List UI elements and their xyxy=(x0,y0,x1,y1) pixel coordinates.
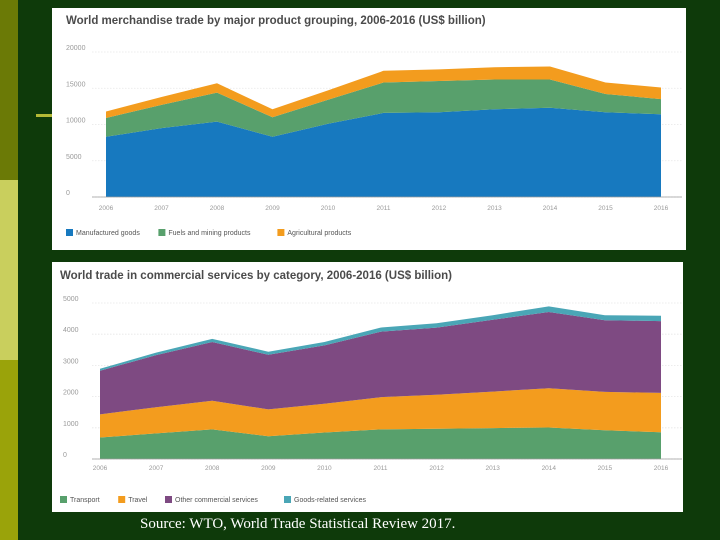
series-area-travel xyxy=(100,388,661,438)
y-tick-label: 15000 xyxy=(66,81,86,88)
legend-swatch-transport xyxy=(60,496,67,503)
legend-swatch-other-commercial-services xyxy=(165,496,172,503)
services-chart-panel: World trade in commercial services by ca… xyxy=(52,262,683,512)
series-area-transport xyxy=(100,427,661,459)
legend-swatch-goods-related-services xyxy=(284,496,291,503)
legend-label-travel: Travel xyxy=(128,497,148,504)
legend-swatch-fuels-and-mining-products xyxy=(158,229,166,236)
legend-swatch-manufactured-goods xyxy=(66,229,73,236)
x-tick-label: 2010 xyxy=(321,205,336,212)
series-area-manufactured-goods xyxy=(106,107,661,197)
x-tick-label: 2013 xyxy=(485,465,500,472)
x-tick-label: 2015 xyxy=(598,205,613,212)
y-tick-label: 4000 xyxy=(63,327,79,334)
x-tick-label: 2011 xyxy=(377,205,391,212)
decor-stripe-bottom xyxy=(0,360,18,540)
x-tick-label: 2016 xyxy=(654,205,669,212)
x-tick-label: 2007 xyxy=(154,205,169,212)
y-tick-label: 20000 xyxy=(66,45,86,52)
y-tick-label: 0 xyxy=(63,452,67,459)
x-tick-label: 2006 xyxy=(99,205,114,212)
legend-label-other-commercial-services: Other commercial services xyxy=(175,497,258,504)
y-tick-label: 1000 xyxy=(63,421,79,428)
y-tick-label: 0 xyxy=(66,190,70,197)
x-tick-label: 2009 xyxy=(265,205,280,212)
chart-title: World merchandise trade by major product… xyxy=(66,15,486,27)
decor-stripe-middle xyxy=(0,180,18,360)
x-tick-label: 2009 xyxy=(261,465,276,472)
legend-label-goods-related-services: Goods-related services xyxy=(294,497,366,504)
merchandise-chart: World merchandise trade by major product… xyxy=(66,15,682,237)
x-tick-label: 2013 xyxy=(487,205,502,212)
series-area-agricultural-products xyxy=(106,66,661,118)
y-tick-label: 2000 xyxy=(63,390,79,397)
x-tick-label: 2015 xyxy=(598,465,613,472)
services-chart: World trade in commercial services by ca… xyxy=(60,270,682,504)
x-tick-label: 2014 xyxy=(543,205,558,212)
x-tick-label: 2008 xyxy=(205,465,220,472)
x-tick-label: 2016 xyxy=(654,465,669,472)
source-caption: Source: WTO, World Trade Statistical Rev… xyxy=(140,516,456,532)
x-tick-label: 2012 xyxy=(429,465,444,472)
y-tick-label: 3000 xyxy=(63,358,79,365)
y-tick-label: 5000 xyxy=(66,154,82,161)
decor-stripe-top xyxy=(0,0,18,180)
legend-swatch-agricultural-products xyxy=(277,229,285,236)
x-tick-label: 2007 xyxy=(149,465,164,472)
y-tick-label: 5000 xyxy=(63,296,79,303)
legend-label-fuels-and-mining-products: Fuels and mining products xyxy=(168,230,251,237)
merchandise-chart-panel: World merchandise trade by major product… xyxy=(52,8,686,250)
x-tick-label: 2010 xyxy=(317,465,332,472)
legend-swatch-travel xyxy=(118,496,126,503)
legend-label-agricultural-products: Agricultural products xyxy=(287,230,351,237)
x-tick-label: 2011 xyxy=(374,465,388,472)
y-tick-label: 10000 xyxy=(66,118,86,125)
chart-title: World trade in commercial services by ca… xyxy=(60,270,452,282)
legend-label-transport: Transport xyxy=(70,497,100,504)
x-tick-label: 2008 xyxy=(210,205,225,212)
series-area-fuels-and-mining-products xyxy=(106,79,661,137)
x-tick-label: 2014 xyxy=(542,465,557,472)
x-tick-label: 2006 xyxy=(93,465,108,472)
x-tick-label: 2012 xyxy=(432,205,447,212)
series-area-other-commercial-services xyxy=(100,312,661,415)
legend-label-manufactured-goods: Manufactured goods xyxy=(76,230,140,237)
